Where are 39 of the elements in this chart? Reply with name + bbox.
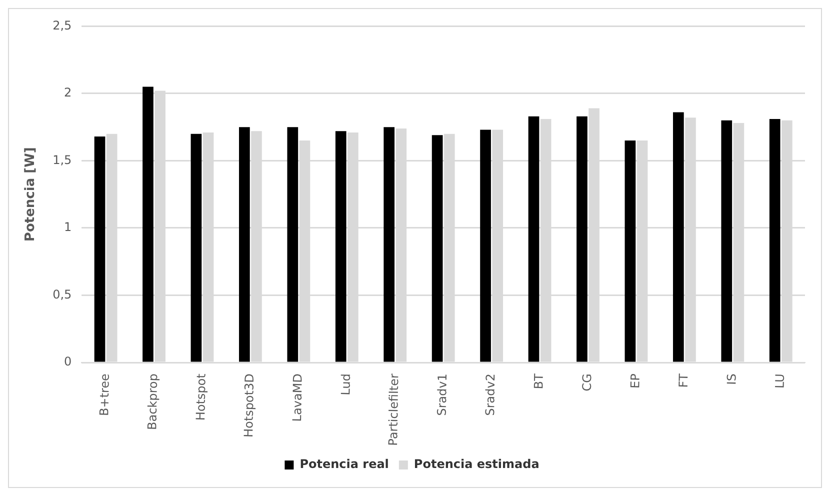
- y-tick-label: 2: [64, 86, 72, 100]
- bar: [576, 116, 588, 362]
- x-tick-label: Particlefilter: [386, 373, 402, 446]
- x-tick-label: EP: [628, 373, 642, 389]
- bar: [287, 127, 298, 362]
- bar: [721, 120, 732, 362]
- y-tick-label: 0: [64, 354, 72, 369]
- legend-label: Potencia real: [300, 457, 389, 472]
- y-tick-label: 0,5: [52, 287, 72, 302]
- x-tick-label: Sradv1: [434, 373, 450, 416]
- x-tick-label: LU: [772, 373, 788, 389]
- bar: [672, 112, 684, 362]
- y-tick-label: 1: [64, 220, 72, 234]
- x-tick-label: Backprop: [145, 373, 160, 430]
- bar: [624, 140, 636, 362]
- y-axis-title: Potencia [W]: [23, 147, 38, 242]
- bar: [335, 131, 346, 362]
- bar: [384, 127, 395, 362]
- x-tick-label: IS: [724, 373, 739, 385]
- x-tick-label: BT: [532, 372, 546, 390]
- bar: [432, 135, 443, 362]
- x-tick-label: Hotspot: [194, 373, 208, 421]
- y-tick-label: 1,5: [52, 152, 72, 167]
- bar: [239, 127, 250, 362]
- legend-label: Potencia estimada: [414, 457, 540, 472]
- x-tick-label: Hotspot3D: [241, 373, 257, 438]
- x-tick-label: CG: [580, 373, 594, 392]
- bar: [142, 86, 154, 362]
- bar: [528, 116, 540, 362]
- x-tick-label: Lud: [338, 373, 354, 396]
- x-tick-label: B+tree: [97, 373, 112, 416]
- bar: [769, 119, 780, 362]
- bar: [480, 130, 491, 362]
- x-tick-label: LavaMD: [290, 373, 305, 422]
- y-tick-label: 2,5: [52, 18, 72, 32]
- bar: [190, 134, 202, 362]
- bar: [94, 136, 106, 362]
- x-tick-label: Sradv2: [482, 373, 498, 416]
- x-tick-label: FT: [676, 372, 691, 388]
